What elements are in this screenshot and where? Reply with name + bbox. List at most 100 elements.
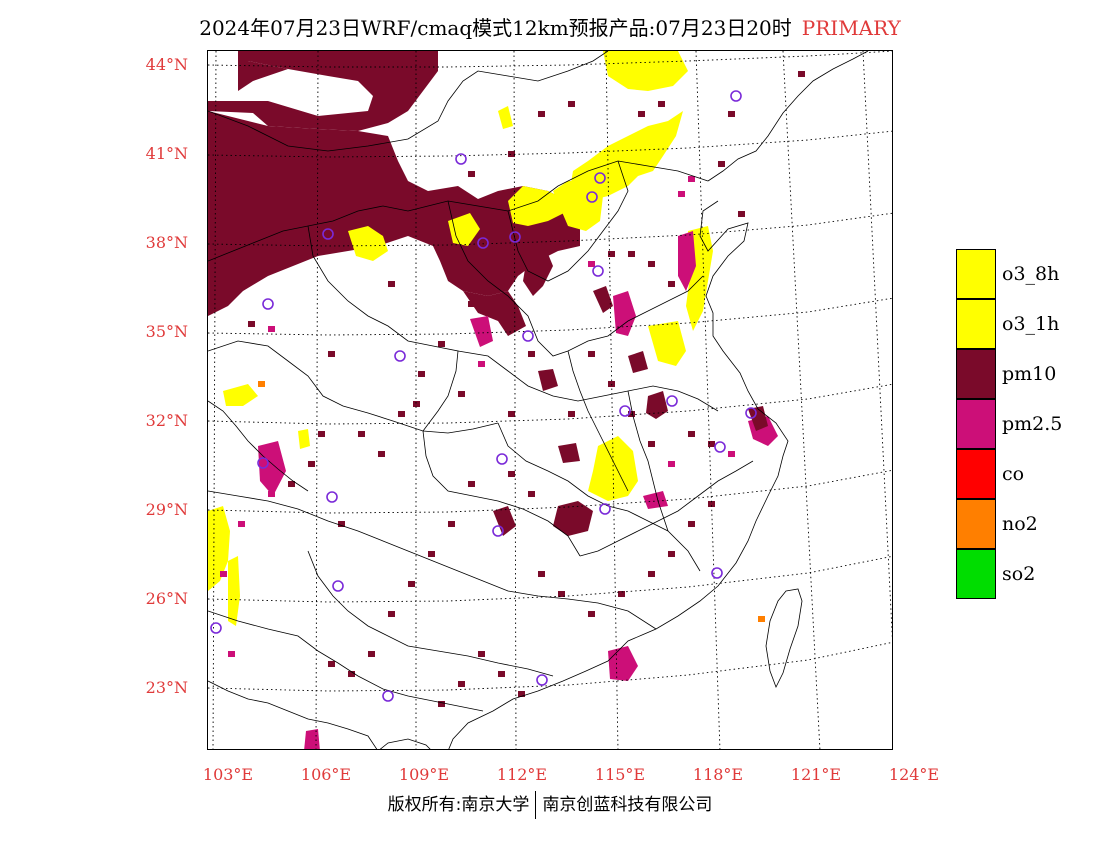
- pollutant-cell-69: [468, 301, 475, 307]
- parallel-23: [208, 641, 892, 692]
- pm10-region-hebei: [523, 249, 553, 296]
- pollutant-cell-63: [588, 261, 595, 267]
- meridian-118: [695, 51, 721, 749]
- pollutant-cell-25: [408, 581, 415, 587]
- copyright-right: 南京创蓝科技有限公司: [542, 795, 713, 815]
- title-main: 2024年07月23日WRF/cmaq模式12km预报产品:07月23日20时: [199, 16, 792, 40]
- pollutant-cell-66: [220, 571, 227, 577]
- pollutant-cell-6: [458, 391, 465, 397]
- meridian-124: [862, 51, 892, 641]
- pollutant-cell-64: [758, 616, 765, 622]
- pollutant-cell-49: [668, 281, 675, 287]
- pollutant-cell-57: [568, 101, 575, 107]
- pollutant-cell-59: [468, 171, 475, 177]
- pollutant-cell-58: [508, 151, 515, 157]
- graticule: [208, 51, 892, 749]
- pollutant-cell-51: [688, 176, 695, 182]
- station-marker-1: [455, 153, 467, 165]
- legend-label: co: [1002, 463, 1025, 485]
- pollutant-cell-61: [738, 211, 745, 217]
- o3-spot-2: [498, 106, 513, 129]
- pm25-region-henan: [470, 316, 493, 347]
- station-marker-19: [492, 525, 504, 537]
- parallel-44: [208, 51, 892, 68]
- parallel-41: [208, 130, 892, 158]
- pollutant-cell-70: [478, 651, 485, 657]
- pollutant-cell-48: [648, 261, 655, 267]
- pm10-region-main: [208, 111, 580, 316]
- pollutant-cell-17: [688, 431, 695, 437]
- pollutant-cell-47: [628, 251, 635, 257]
- o3-region-yunnan-south: [228, 556, 240, 626]
- station-marker-3: [586, 191, 598, 203]
- pollutant-cell-20: [508, 471, 515, 477]
- map-title: 2024年07月23日WRF/cmaq模式12km预报产品:07月23日20时 P…: [0, 12, 1100, 41]
- border-central-2: [422, 430, 581, 557]
- station-marker-10: [394, 350, 406, 362]
- lat-label-32: 32°N: [145, 411, 188, 430]
- lon-label-112: 112°E: [496, 765, 548, 784]
- border-south-2: [307, 550, 554, 677]
- monitoring-stations: [210, 90, 757, 702]
- border-west-3: [208, 340, 499, 434]
- pollution-map[interactable]: [207, 50, 893, 750]
- legend-label: pm2.5: [1002, 413, 1063, 435]
- parallel-32: [208, 383, 892, 425]
- pollutant-cell-46: [413, 401, 420, 407]
- pm25-region-1: [613, 291, 636, 336]
- pm10-spot-hubei-west: [538, 369, 558, 391]
- lat-label-38: 38°N: [145, 233, 188, 252]
- legend-swatch: [956, 249, 996, 299]
- pollutant-cell-24: [428, 551, 435, 557]
- border-west-edge: [208, 400, 309, 492]
- station-marker-12: [666, 395, 678, 407]
- lon-label-124: 124°E: [888, 765, 940, 784]
- lon-label-109: 109°E: [398, 765, 450, 784]
- pm25-region-guizhou: [258, 441, 286, 496]
- legend-swatch: [956, 499, 996, 549]
- pm25-region-zhejiang: [643, 491, 668, 509]
- legend-swatch: [956, 349, 996, 399]
- pollutant-cell-39: [268, 491, 275, 497]
- province-borders: [208, 51, 869, 749]
- o3-region-shanxi-north: [448, 213, 480, 246]
- pm10-spot-shanghai: [748, 406, 768, 431]
- legend-label: o3_1h: [1002, 313, 1060, 335]
- pollutant-cell-40: [288, 481, 295, 487]
- title-primary-tag: PRIMARY: [801, 16, 901, 40]
- lon-label-121: 121°E: [790, 765, 842, 784]
- pollutant-cell-60: [718, 161, 725, 167]
- pollutant-cell-52: [638, 111, 645, 117]
- pollutant-cell-5: [438, 341, 445, 347]
- pollutant-cell-43: [358, 431, 365, 437]
- o3-region-anhui: [588, 436, 638, 501]
- border-central-3: [497, 422, 701, 572]
- lon-label-118: 118°E: [692, 765, 744, 784]
- pm10-region-gansu-edge: [208, 256, 228, 311]
- parallel-38: [208, 212, 892, 247]
- station-marker-8: [262, 298, 274, 310]
- pollutant-cell-28: [348, 671, 355, 677]
- pollutant-cell-11: [568, 411, 575, 417]
- lat-label-23: 23°N: [145, 678, 188, 697]
- legend-swatch: [956, 399, 996, 449]
- pollutant-cell-9: [528, 351, 535, 357]
- legend-label: no2: [1002, 513, 1038, 535]
- lon-label-106: 106°E: [300, 765, 352, 784]
- station-marker-6: [509, 231, 521, 243]
- pollutant-cell-65: [258, 381, 265, 387]
- o3-region-yunnan: [208, 506, 230, 591]
- border-east-2: [627, 390, 669, 532]
- border-north-3: [507, 160, 629, 282]
- pollutant-cell-31: [558, 591, 565, 597]
- legend-swatch: [956, 449, 996, 499]
- footer-separator: [535, 791, 537, 819]
- pollutant-cell-38: [238, 521, 245, 527]
- lon-label-115: 115°E: [594, 765, 646, 784]
- pollutant-cell-34: [648, 571, 655, 577]
- station-marker-4: [322, 228, 334, 240]
- station-marker-7: [592, 265, 604, 277]
- pollutant-cell-55: [798, 71, 805, 77]
- pollutant-cell-4: [418, 371, 425, 377]
- station-marker-17: [326, 491, 338, 503]
